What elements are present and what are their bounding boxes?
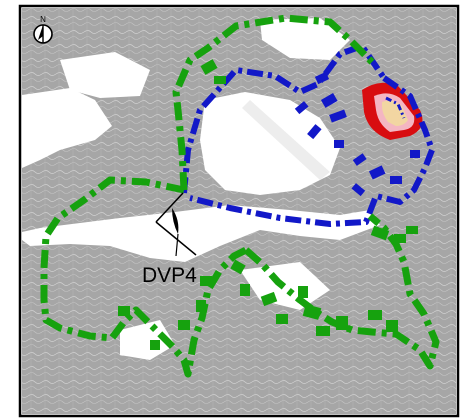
north-label: N [40, 15, 46, 24]
map-border [18, 4, 460, 418]
green-patches [118, 59, 418, 350]
left-margin [0, 0, 20, 418]
green-boundary [40, 14, 440, 378]
sea-area [22, 18, 380, 360]
viewpoint-label: DVP4 [142, 264, 197, 287]
eye-icon [155, 192, 197, 256]
north-arrow-icon: N [33, 15, 53, 44]
blue-patches [294, 71, 420, 197]
blue-boundary [181, 43, 435, 227]
viewpoint-leader-line [175, 233, 179, 257]
